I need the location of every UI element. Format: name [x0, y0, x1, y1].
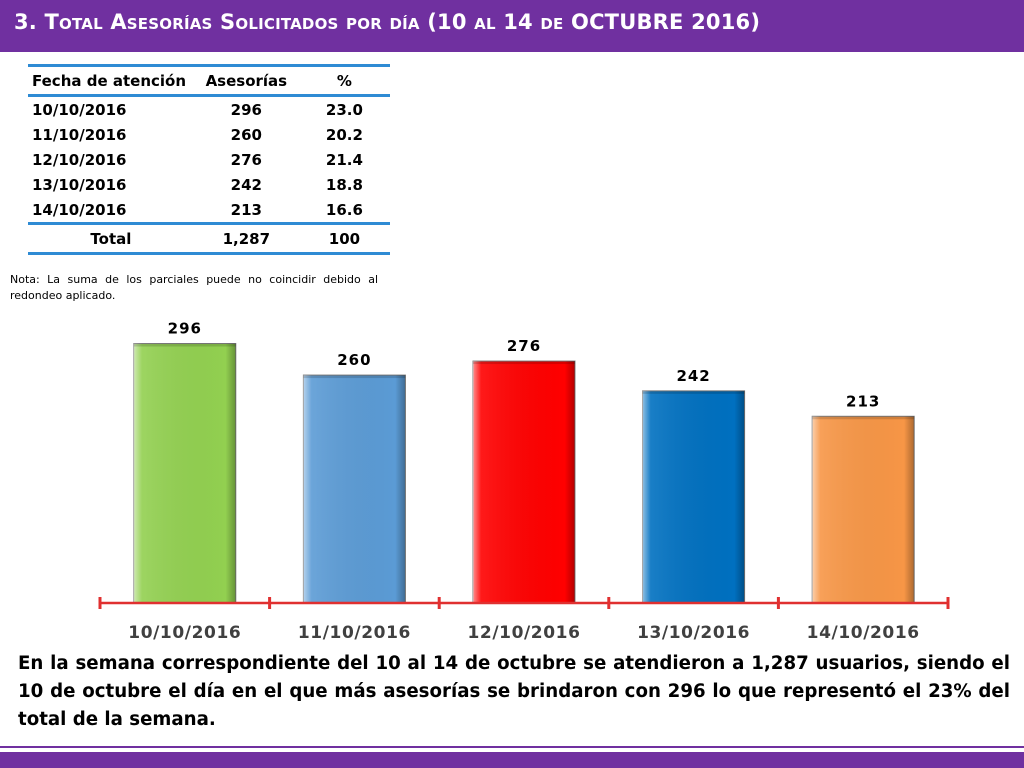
data-label: 296: [168, 320, 202, 338]
cell-percent: 21.4: [325, 150, 363, 169]
data-label: 242: [676, 367, 710, 385]
bar-shine: [303, 375, 406, 603]
cell-date: 14/10/2016: [32, 200, 127, 219]
category-label: 14/10/2016: [807, 623, 920, 643]
cell-date: 11/10/2016: [32, 125, 127, 144]
category-label: 12/10/2016: [467, 623, 580, 643]
category-label: 11/10/2016: [298, 623, 411, 643]
cell-date: 12/10/2016: [32, 150, 127, 169]
title-range-open: (10: [427, 10, 467, 34]
bar-shine: [642, 390, 745, 603]
footer-bar: [0, 746, 1024, 768]
summary-text: En la semana correspondiente del 10 al 1…: [18, 653, 1010, 730]
table-row: 10/10/2016 296 23.0: [28, 96, 390, 123]
chart-labels: 296 10/10/2016 260 11/10/2016 276 12/10/2016 2…: [128, 320, 919, 643]
data-table: Fecha de atención Asesorías % 10/10/2016…: [28, 64, 390, 255]
title-de: de: [540, 10, 564, 34]
data-label: 213: [846, 392, 880, 410]
bar-top-edge: [133, 343, 236, 347]
header-asesorias: Asesorías: [193, 64, 299, 97]
total-percent: 100: [298, 222, 390, 255]
category-label: 13/10/2016: [637, 623, 750, 643]
cell-asesorias: 276: [230, 150, 262, 169]
title-main: Total Asesorías Solicitados por día: [44, 10, 420, 34]
cell-date: 13/10/2016: [32, 175, 127, 194]
cell-asesorias: 296: [230, 100, 262, 119]
data-label: 260: [337, 351, 371, 369]
cell-percent: 16.6: [325, 200, 363, 219]
data-label: 276: [507, 337, 541, 355]
cell-percent: 23.0: [325, 100, 363, 119]
title-number: 3.: [14, 10, 37, 34]
table-row: 11/10/2016 260 20.2: [28, 122, 390, 147]
table-total-row: Total 1,287 100: [28, 222, 390, 255]
table-row: 13/10/2016 242 18.8: [28, 172, 390, 197]
total-label: Total: [28, 222, 194, 255]
bar-shine: [133, 343, 236, 603]
cell-asesorias: 213: [230, 200, 262, 219]
bar-top-edge: [812, 416, 915, 420]
bar-chart: 296 10/10/2016 260 11/10/2016 276 12/10/2016 2…: [98, 320, 950, 643]
title-range-close: OCTUBRE 2016): [571, 10, 761, 34]
bar-shine: [812, 416, 915, 603]
table-header-row: Fecha de atención Asesorías %: [28, 64, 390, 97]
bar-shine: [473, 361, 575, 603]
chart-bars: [133, 343, 915, 604]
cell-asesorias: 260: [230, 125, 262, 144]
total-asesorias: 1,287: [193, 222, 299, 255]
header-date: Fecha de atención: [28, 64, 194, 97]
chart-axis: [98, 597, 950, 609]
title-bar: 3. Total Asesorías Solicitados por día (…: [0, 0, 1024, 52]
bar-top-edge: [473, 361, 575, 365]
table-row: 14/10/2016 213 16.6: [28, 197, 390, 224]
title-day: 14: [503, 10, 533, 34]
cell-asesorias: 242: [230, 175, 262, 194]
cell-percent: 18.8: [325, 175, 363, 194]
rounding-note: Nota: La suma de los parciales puede no …: [10, 273, 378, 302]
bar-top-edge: [303, 375, 406, 379]
cell-date: 10/10/2016: [32, 100, 127, 119]
table-row: 12/10/2016 276 21.4: [28, 147, 390, 172]
cell-percent: 20.2: [325, 125, 363, 144]
slide-title: 3. Total Asesorías Solicitados por día (…: [14, 10, 760, 34]
category-label: 10/10/2016: [128, 623, 241, 643]
title-al: al: [474, 10, 496, 34]
bar-top-edge: [642, 390, 745, 394]
header-percent: %: [298, 64, 390, 97]
